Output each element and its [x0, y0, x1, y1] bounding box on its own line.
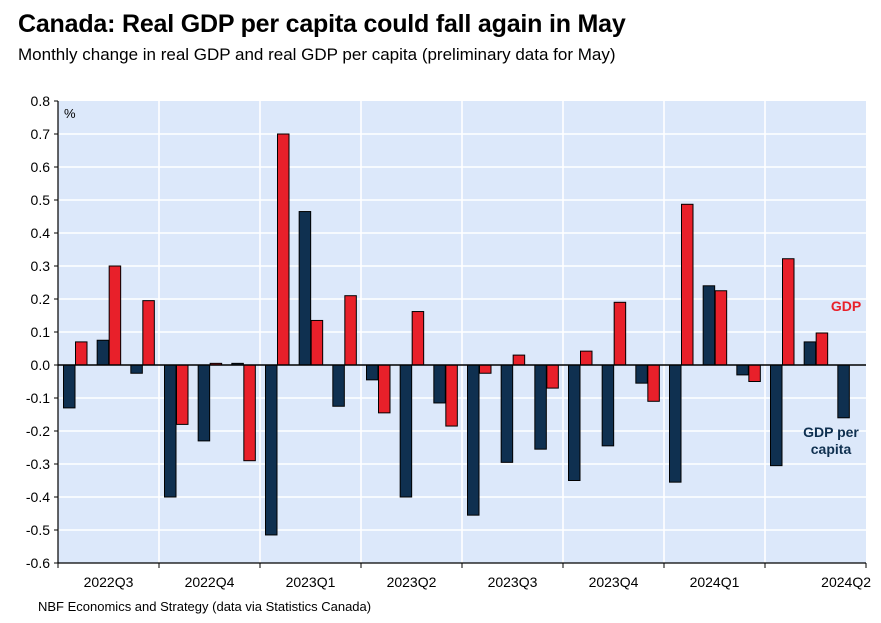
bar-gdp-per-capita [96, 339, 110, 366]
bar-gdp [512, 354, 526, 366]
bar-gdp-per-capita [164, 364, 177, 498]
bar-gdp-per-capita [500, 364, 514, 463]
bar-gdp [479, 364, 492, 374]
bar-gdp [243, 364, 256, 462]
bar-gdp [647, 364, 660, 402]
bar-gdp-per-capita [770, 364, 783, 467]
bar-gdp [580, 350, 593, 366]
legend-label-gdp-per-capita: capita [811, 441, 852, 457]
legend-label-gdp-per-capita: GDP per [803, 424, 859, 440]
chart-title: Canada: Real GDP per capita could fall a… [18, 10, 626, 38]
chart-subtitle: Monthly change in real GDP and real GDP … [18, 45, 616, 64]
bar-gdp [142, 300, 155, 366]
bar-gdp [815, 332, 829, 366]
x-tick-label: 2022Q3 [84, 574, 134, 590]
bar-gdp-per-capita [366, 364, 379, 381]
bar-gdp [681, 203, 694, 366]
bar-gdp [108, 265, 122, 366]
x-tick-label: 2023Q4 [589, 574, 639, 590]
y-tick-label: 0.0 [31, 357, 51, 373]
bar-gdp-per-capita [534, 364, 547, 450]
y-tick-label: 0.7 [31, 126, 51, 142]
source-note: NBF Economics and Strategy (data via Sta… [38, 599, 372, 614]
bar-gdp-per-capita [669, 364, 682, 483]
bar-gdp [411, 311, 425, 366]
bar-gdp-per-capita [702, 285, 716, 366]
bar-gdp-per-capita [467, 364, 480, 516]
bar-gdp-per-capita [399, 364, 413, 498]
x-tick-label: 2024Q1 [690, 574, 740, 590]
y-tick-label: -0.2 [26, 423, 50, 439]
y-tick-label: 0.4 [31, 225, 51, 241]
y-tick-label: -0.5 [26, 522, 50, 538]
bar-gdp [748, 364, 761, 382]
bar-gdp-per-capita [736, 364, 749, 376]
y-tick-label: 0.3 [31, 258, 51, 274]
y-tick-label: 0.5 [31, 192, 51, 208]
x-tick-label: 2024Q2 [821, 574, 871, 590]
y-tick-label: 0.1 [31, 324, 51, 340]
x-tick-label: 2023Q2 [387, 574, 437, 590]
y-tick-label: 0.6 [31, 159, 51, 175]
bar-gdp [277, 133, 290, 366]
bar-gdp-per-capita [130, 364, 143, 374]
bar-gdp [310, 319, 324, 366]
y-tick-label: 0.2 [31, 291, 51, 307]
y-tick-label: -0.6 [26, 555, 50, 571]
bar-gdp-per-capita [433, 364, 446, 404]
bar-gdp [714, 290, 728, 366]
x-tick-label: 2023Q3 [488, 574, 538, 590]
bar-gdp [176, 364, 189, 425]
bar-gdp-per-capita [298, 211, 312, 366]
x-tick-label: 2023Q1 [286, 574, 336, 590]
y-tick-label: -0.4 [26, 489, 50, 505]
bar-gdp-per-capita [803, 341, 817, 366]
bar-gdp-per-capita [63, 364, 76, 409]
y-tick-label: -0.1 [26, 390, 50, 406]
bar-gdp-per-capita [837, 364, 850, 419]
bar-gdp-per-capita [332, 364, 345, 407]
y-axis-label: % [64, 106, 76, 121]
bar-gdp [344, 295, 357, 366]
bar-gdp [75, 341, 88, 366]
bar-gdp-per-capita [635, 364, 648, 384]
bar-gdp [445, 364, 458, 427]
bar-gdp-per-capita [601, 364, 615, 447]
legend-label-gdp: GDP [831, 298, 861, 314]
bar-gdp-per-capita [568, 364, 581, 481]
bar-gdp [378, 364, 391, 414]
bar-gdp [613, 301, 627, 366]
y-tick-label: 0.8 [31, 93, 51, 109]
y-tick-label: -0.3 [26, 456, 50, 472]
bar-gdp-per-capita [265, 364, 278, 536]
bar-gdp-per-capita [197, 364, 211, 442]
x-tick-label: 2022Q4 [185, 574, 235, 590]
bar-gdp [782, 258, 795, 366]
bar-gdp [546, 364, 559, 389]
